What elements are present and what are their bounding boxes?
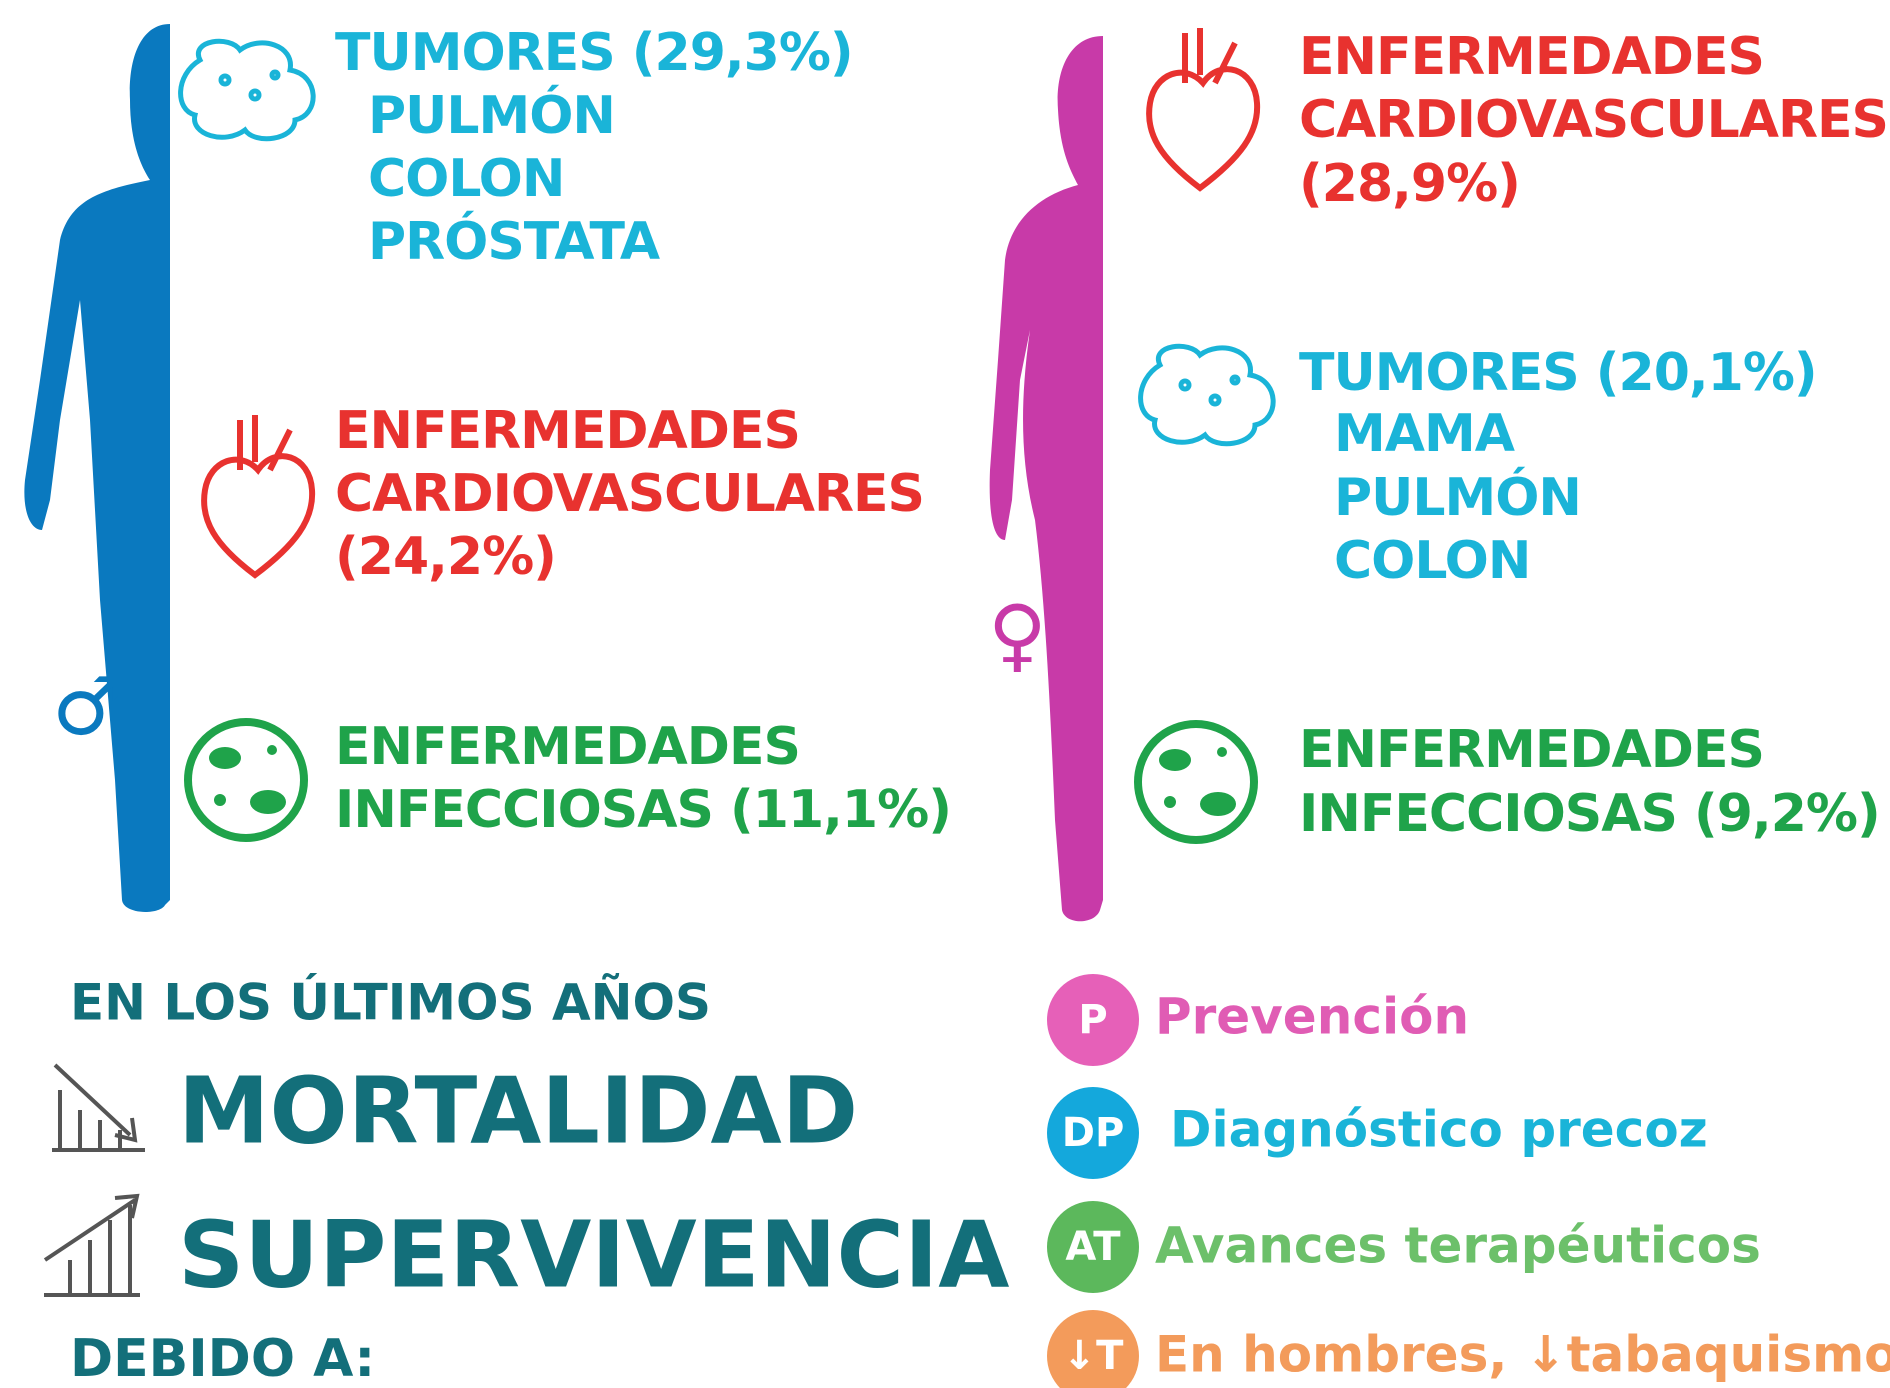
female-silhouette <box>989 36 1103 922</box>
cause-heading: (24,2%) <box>335 527 556 587</box>
female-symbol: ♀ <box>988 588 1047 681</box>
cause-heading: CARDIOVASCULARES <box>335 464 924 524</box>
reason-label: Diagnóstico precoz <box>1170 1101 1708 1159</box>
cause-heading: CARDIOVASCULARES <box>1299 90 1888 150</box>
tumor-icon <box>178 38 316 142</box>
badge-label: ↓T <box>1063 1333 1125 1379</box>
badge-label: DP <box>1062 1110 1125 1156</box>
infection-icon <box>1134 720 1258 844</box>
cause-item: PRÓSTATA <box>368 210 660 272</box>
cause-item: COLON <box>1334 531 1530 591</box>
reason-badge <box>1047 974 1139 1066</box>
badge-label: P <box>1078 997 1107 1043</box>
cause-item: MAMA <box>1334 404 1515 464</box>
cause-heading: ENFERMEDADES <box>1299 27 1764 87</box>
cause-heading: ENFERMEDADES <box>335 401 800 461</box>
cause-heading: (28,9%) <box>1299 154 1520 214</box>
infection-icon <box>184 718 308 842</box>
cause-item: PULMÓN <box>1334 466 1581 528</box>
cause-heading: INFECCIOSAS (9,2%) <box>1299 784 1880 844</box>
badge-label: AT <box>1065 1224 1121 1270</box>
reason-badge <box>1047 1087 1139 1179</box>
cause-heading: ENFERMEDADES <box>1299 720 1764 780</box>
cause-heading: INFECCIOSAS (11,1%) <box>335 780 951 840</box>
reason-badge <box>1047 1201 1139 1293</box>
tumor-icon <box>1138 343 1276 447</box>
trend-cause: DEBIDO A: <box>70 1329 375 1388</box>
trend-down: MORTALIDAD <box>178 1057 858 1164</box>
down-trend-icon <box>52 1063 145 1152</box>
heart-icon <box>1146 28 1261 192</box>
trend-intro: EN LOS ÚLTIMOS AÑOS <box>70 973 711 1032</box>
male-symbol: ♂ <box>52 660 124 753</box>
cause-item: PULMÓN <box>368 84 615 146</box>
heart-icon <box>201 415 316 579</box>
reason-badge <box>1047 1310 1139 1388</box>
trend-up: SUPERVIVENCIA <box>178 1201 1010 1308</box>
cause-heading: TUMORES (29,3%) <box>335 23 853 83</box>
cause-heading: TUMORES (20,1%) <box>1299 343 1817 403</box>
male-silhouette <box>24 24 171 912</box>
cause-item: COLON <box>368 149 564 209</box>
cause-heading: ENFERMEDADES <box>335 717 800 777</box>
reason-label: Avances terapéuticos <box>1155 1217 1761 1275</box>
up-trend-icon <box>43 1193 140 1297</box>
reason-label: En hombres, ↓tabaquismo <box>1155 1326 1890 1384</box>
reason-label: Prevención <box>1155 988 1469 1046</box>
